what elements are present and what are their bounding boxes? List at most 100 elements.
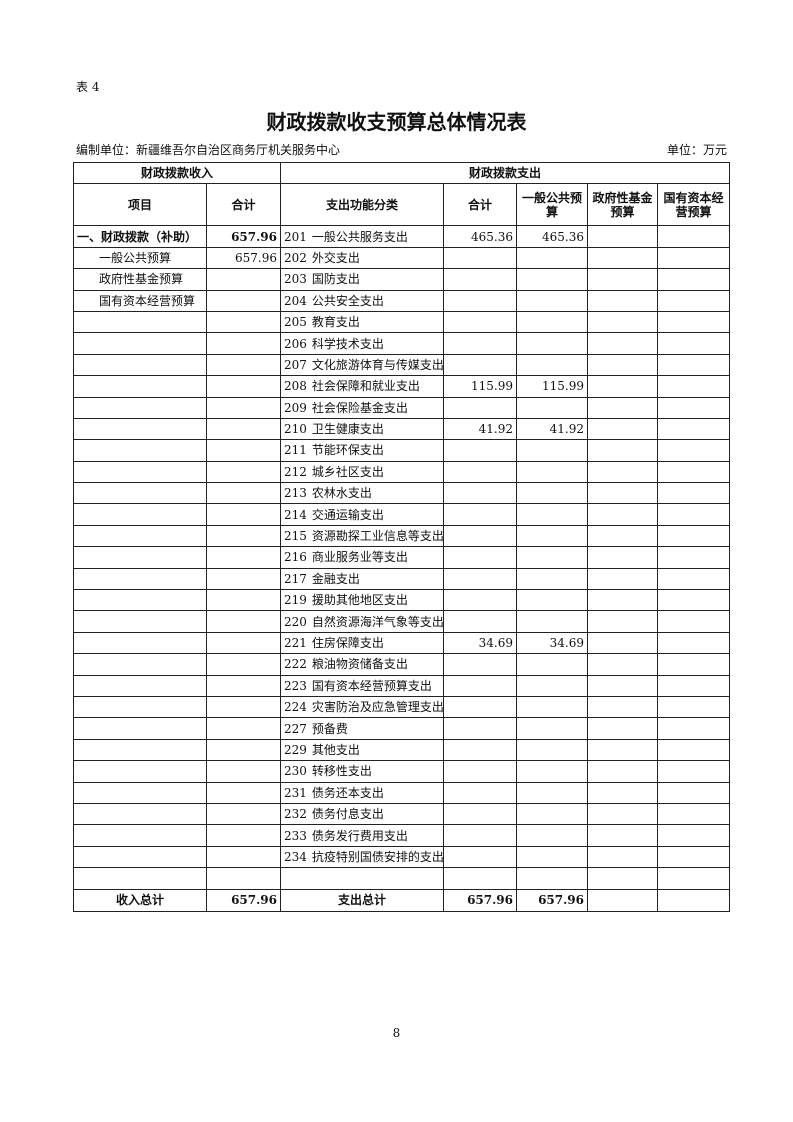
- amount: 657.96: [235, 250, 278, 265]
- table-row: 206 科学技术支出: [73, 332, 731, 355]
- expense-state-capital: [657, 503, 731, 526]
- table-row: 222 粮油物资储备支出: [73, 653, 731, 676]
- income-item: [73, 867, 207, 890]
- title: 财政拨款收支预算总体情况表: [266, 110, 527, 134]
- amount: 465.36: [542, 229, 585, 244]
- expense-category: 221 住房保障支出: [280, 631, 445, 655]
- category-code: 227: [284, 721, 307, 736]
- expense-general: [516, 760, 589, 783]
- expense-total: [443, 268, 518, 291]
- category-name: 国防支出: [311, 272, 360, 287]
- income-total: [205, 375, 282, 398]
- expense-general: 41.92: [516, 417, 589, 441]
- category-name: 转移性支出: [311, 764, 372, 779]
- table-row: 209 社会保险基金支出: [73, 396, 731, 419]
- expense-general: [516, 824, 589, 847]
- income-item: [73, 631, 207, 655]
- expense-category: 233 债务发行费用支出: [280, 824, 445, 847]
- table-row: 215 资源勘探工业信息等支出: [73, 524, 731, 548]
- header-row: 项目 合计 支出功能分类 合计 一般公共预算 政府性基金预算 国有资本经营预算: [73, 183, 731, 227]
- expense-general: [516, 610, 589, 633]
- expense-total-label: 支出总计: [280, 888, 445, 912]
- table-row: 208 社会保障和就业支出 115.99 115.99: [73, 375, 731, 398]
- expense-total: [443, 546, 518, 569]
- expense-state-capital: [657, 460, 731, 484]
- category-code: 221: [284, 636, 307, 650]
- category-code: 229: [284, 742, 307, 757]
- category-code: 222: [284, 657, 307, 672]
- income-item: [73, 695, 207, 719]
- income-total: [205, 867, 282, 890]
- expense-state-capital: [657, 289, 731, 312]
- category-name: 公共安全支出: [311, 293, 384, 308]
- item-label: 国有资本经营预算: [99, 293, 196, 308]
- income-total: [205, 439, 282, 462]
- table-row: 205 教育支出: [73, 310, 731, 334]
- expense-category: 209 社会保险基金支出: [280, 396, 445, 419]
- category-name: 节能环保支出: [311, 443, 384, 458]
- expense-category: 224 灾害防治及应急管理支出: [280, 695, 445, 719]
- category-code: 217: [284, 571, 307, 586]
- column-header: 合计: [205, 183, 282, 227]
- expense-general: [516, 268, 589, 291]
- table-row: 政府性基金预算 203 国防支出: [73, 268, 731, 291]
- category-code: 234: [284, 849, 307, 864]
- category-name: 社会保障和就业支出: [311, 379, 420, 394]
- unit: 单位：万元: [666, 143, 727, 157]
- income-total: 657.96: [205, 246, 282, 270]
- income-item: [73, 824, 207, 847]
- expense-gov-fund: [587, 867, 659, 890]
- expense-gov-fund: [587, 738, 659, 762]
- expense-total: [443, 653, 518, 676]
- amount: 34.69: [549, 636, 585, 650]
- income-total: [205, 674, 282, 697]
- expense-gov-fund: [587, 460, 659, 484]
- income-item: [73, 396, 207, 419]
- expense-grand-total: 657.96: [443, 888, 518, 912]
- expense-total: [443, 289, 518, 312]
- category-name: 农林水支出: [311, 486, 372, 501]
- expense-category: 202 外交支出: [280, 246, 445, 270]
- table-row: 210 卫生健康支出 41.92 41.92: [73, 417, 731, 441]
- item-label: 一般公共预算: [99, 250, 172, 265]
- expense-general: [516, 567, 589, 591]
- column-header: 支出功能分类: [280, 183, 445, 227]
- expense-state-capital: [657, 396, 731, 419]
- category-name: 援助其他地区支出: [311, 593, 408, 608]
- category-code: 215: [284, 529, 307, 544]
- expense-state-capital: [657, 589, 731, 612]
- expense-total: [443, 332, 518, 355]
- expense-category: 222 粮油物资储备支出: [280, 653, 445, 676]
- expense-gov-fund: [587, 781, 659, 804]
- expense-gov-fund: [587, 482, 659, 505]
- category-name: 商业服务业等支出: [311, 550, 408, 565]
- income-item: [73, 781, 207, 804]
- expense-category: 208 社会保障和就业支出: [280, 375, 445, 398]
- expense-general: [516, 503, 589, 526]
- category-code: 207: [284, 357, 307, 372]
- expense-category: 230 转移性支出: [280, 760, 445, 783]
- table-row: 217 金融支出: [73, 567, 731, 591]
- expense-general: [516, 781, 589, 804]
- expense-total: [443, 845, 518, 869]
- category-code: 216: [284, 550, 307, 565]
- expense-general: [516, 460, 589, 484]
- income-total: [205, 738, 282, 762]
- expense-gov-fund: [587, 546, 659, 569]
- category-name: 交通运输支出: [311, 507, 384, 522]
- expense-state-capital: [657, 417, 731, 441]
- category-name: 社会保险基金支出: [311, 400, 408, 415]
- income-item: 政府性基金预算: [73, 268, 207, 291]
- category-code: 208: [284, 379, 307, 394]
- income-total: [205, 802, 282, 826]
- amount: 657.96: [231, 229, 278, 244]
- category-code: 231: [284, 785, 307, 800]
- category-code: 206: [284, 336, 307, 351]
- expense-total: [443, 824, 518, 847]
- income-item: 国有资本经营预算: [73, 289, 207, 312]
- expense-category: 227 预备费: [280, 717, 445, 740]
- income-item: [73, 589, 207, 612]
- expense-category: 214 交通运输支出: [280, 503, 445, 526]
- expense-gov-fund: [587, 631, 659, 655]
